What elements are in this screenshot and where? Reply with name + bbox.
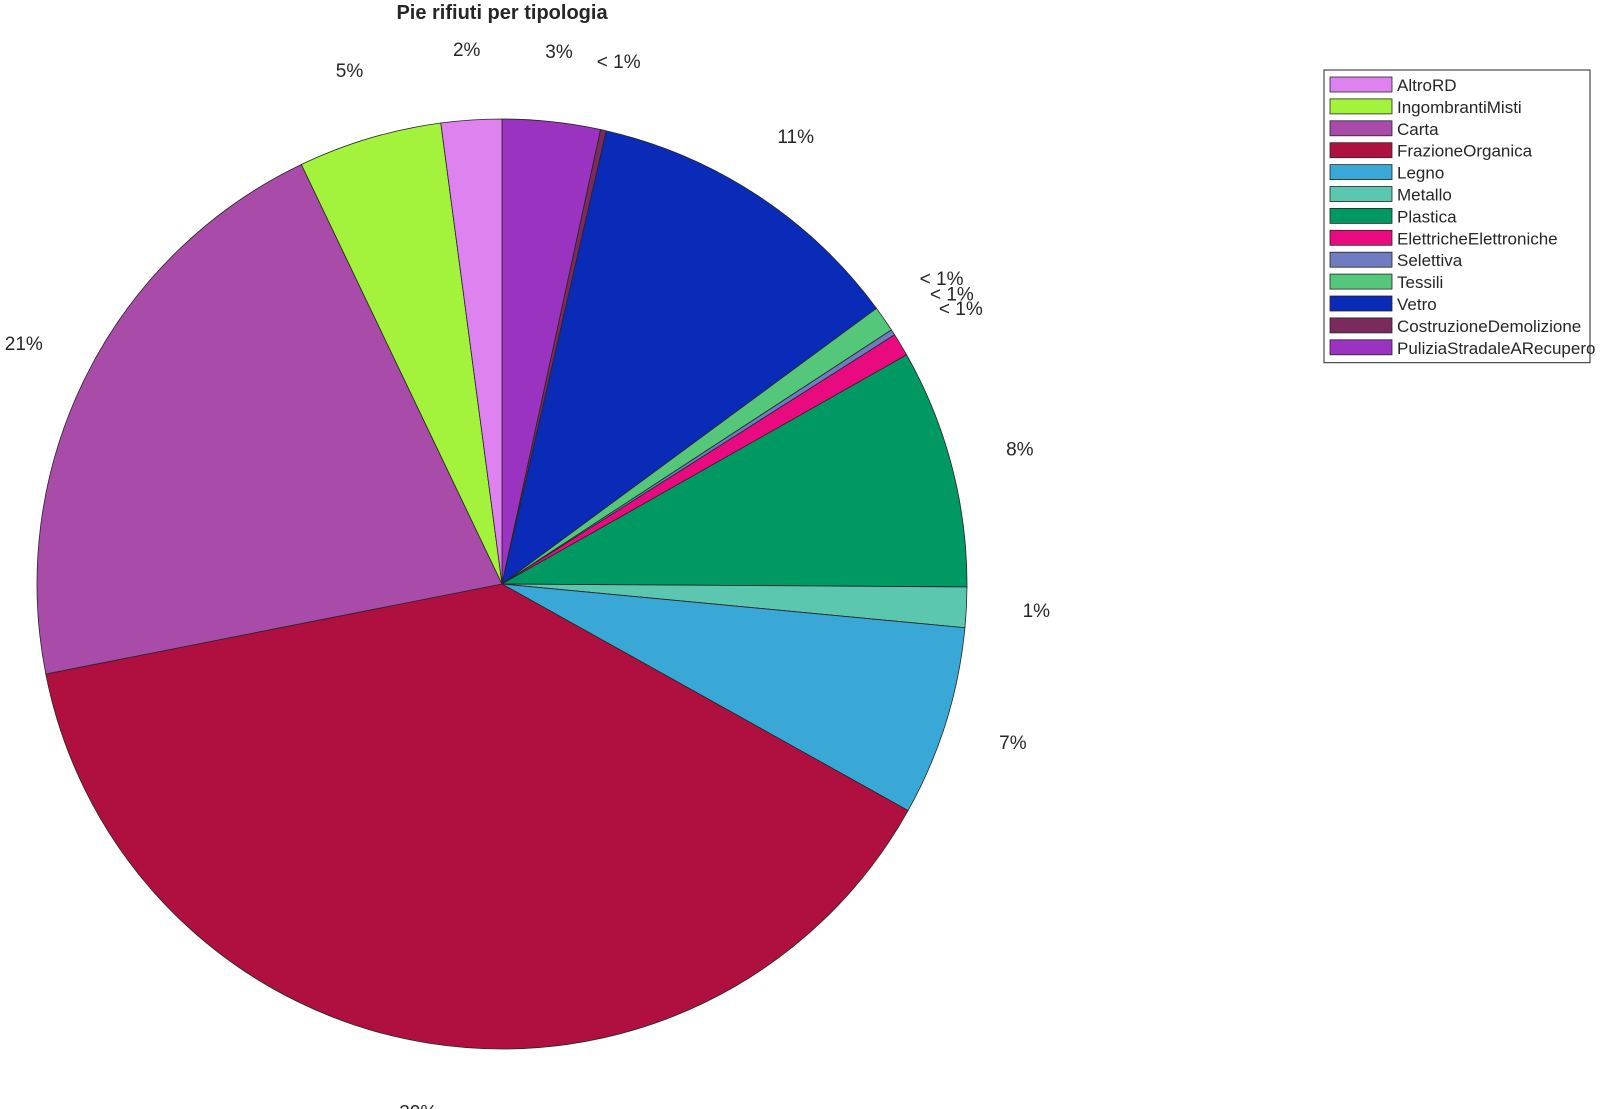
legend-label-altro-rd: AltroRD xyxy=(1397,76,1457,95)
legend-swatch-altro-rd xyxy=(1329,76,1393,93)
slice-label-frazione-organica: 39% xyxy=(399,1102,437,1109)
slice-label-metallo: 1% xyxy=(1023,601,1051,622)
legend-swatch-elettriche-elettroniche xyxy=(1329,229,1393,246)
pie-labels: 3%< 1%11%< 1%< 1%< 1%8%1%7%39%21%5%2% xyxy=(5,40,1050,1109)
slice-label-costruzione-demolizione: < 1% xyxy=(597,52,641,73)
legend-swatch-costruzione-demolizione xyxy=(1329,317,1393,334)
pie-slices xyxy=(36,118,968,1050)
legend-label-vetro: Vetro xyxy=(1397,295,1437,314)
legend-swatch-selettiva xyxy=(1329,251,1393,268)
slice-label-ingombranti-misti: 5% xyxy=(336,61,364,82)
legend-label-metallo: Metallo xyxy=(1397,186,1452,205)
legend-swatch-ingombranti-misti xyxy=(1329,98,1393,115)
slice-ingombranti-misti xyxy=(300,122,503,585)
legend-swatch-vetro xyxy=(1329,295,1393,312)
legend-swatch-pulizia-stradale-arecupero xyxy=(1329,339,1393,356)
legend-swatch-frazione-organica xyxy=(1329,142,1393,159)
legend: AltroRD IngombrantiMisti Carta FrazioneOrga… xyxy=(1323,69,1595,364)
legend-label-selettiva: Selettiva xyxy=(1397,251,1463,270)
legend-label-elettriche-elettroniche: ElettricheElettroniche xyxy=(1397,229,1558,248)
legend-label-frazione-organica: FrazioneOrganica xyxy=(1397,142,1533,161)
slice-label-legno: 7% xyxy=(999,733,1027,754)
legend-label-tessili: Tessili xyxy=(1397,273,1443,292)
slice-label-selettiva: < 1% xyxy=(930,285,974,306)
legend-swatch-plastica xyxy=(1329,207,1393,224)
slice-frazione-organica xyxy=(45,583,909,1050)
legend-swatch-legno xyxy=(1329,164,1393,181)
legend-swatch-tessili xyxy=(1329,273,1393,290)
slice-label-altro-rd: 2% xyxy=(453,40,481,61)
slice-label-vetro: 11% xyxy=(777,127,814,148)
slice-altro-rd xyxy=(440,118,503,585)
slice-legno xyxy=(501,583,966,812)
chart-title: Pie rifiuti per tipologia xyxy=(396,2,608,24)
slice-label-elettriche-elettroniche: < 1% xyxy=(939,299,983,320)
slice-carta xyxy=(36,163,503,675)
legend-label-plastica: Plastica xyxy=(1397,207,1457,226)
slice-label-tessili: < 1% xyxy=(920,269,964,290)
slice-label-plastica: 8% xyxy=(1006,439,1034,460)
legend-label-ingombranti-misti: IngombrantiMisti xyxy=(1397,98,1522,117)
legend-label-legno: Legno xyxy=(1397,164,1444,183)
slice-label-pulizia-stradale-arecupero: 3% xyxy=(545,42,573,63)
legend-swatch-metallo xyxy=(1329,186,1393,202)
legend-label-pulizia-stradale-arecupero: PuliziaStradaleARecupero xyxy=(1397,339,1595,358)
legend-swatch-carta xyxy=(1329,120,1393,137)
slice-label-carta: 21% xyxy=(5,334,43,355)
legend-label-carta: Carta xyxy=(1397,120,1439,139)
slice-vetro xyxy=(501,130,878,585)
slice-plastica xyxy=(500,354,968,588)
legend-label-costruzione-demolizione: CostruzioneDemolizione xyxy=(1397,317,1581,336)
